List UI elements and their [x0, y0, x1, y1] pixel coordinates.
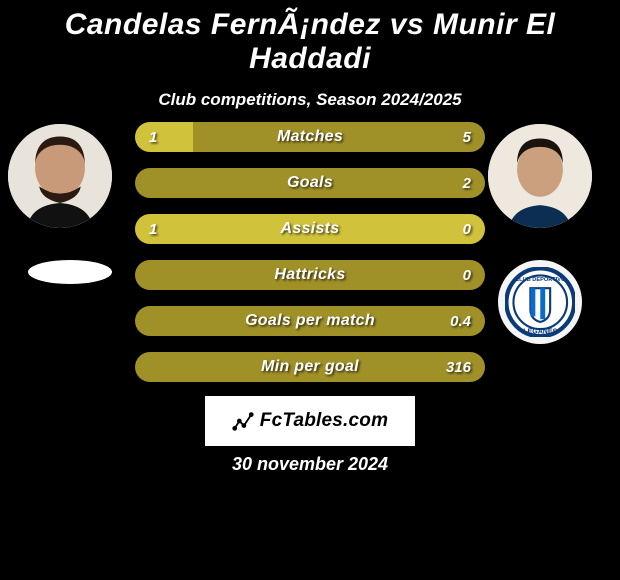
stat-label: Goals per match	[135, 306, 485, 336]
stat-row-hattricks: Hattricks 0	[135, 260, 485, 290]
stat-row-min-per-goal: Min per goal 316	[135, 352, 485, 382]
subtitle: Club competitions, Season 2024/2025	[0, 90, 620, 110]
stat-label: Min per goal	[135, 352, 485, 382]
stat-label: Goals	[135, 168, 485, 198]
footer-brand: FcTables.com	[205, 396, 415, 446]
stat-right-value: 5	[463, 122, 471, 152]
stat-label: Hattricks	[135, 260, 485, 290]
right-club-badge: CLUB DEPORTIVO LEGANÉS	[498, 260, 582, 344]
left-club-badge	[28, 260, 112, 284]
svg-text:CLUB DEPORTIVO: CLUB DEPORTIVO	[515, 277, 566, 283]
stat-label: Matches	[135, 122, 485, 152]
infographic-date: 30 november 2024	[0, 454, 620, 475]
footer-brand-text: FcTables.com	[260, 410, 388, 432]
right-player-avatar	[488, 124, 592, 228]
stat-row-assists: 1 Assists 0	[135, 214, 485, 244]
stat-right-value: 0	[463, 260, 471, 290]
stat-right-value: 0	[463, 214, 471, 244]
svg-text:LEGANÉS: LEGANÉS	[523, 326, 557, 335]
stat-right-value: 2	[463, 168, 471, 198]
stat-right-value: 316	[446, 352, 471, 382]
stat-row-goals: Goals 2	[135, 168, 485, 198]
stat-row-goals-per-match: Goals per match 0.4	[135, 306, 485, 336]
page-title: Candelas FernÃ¡ndez vs Munir El Haddadi	[0, 0, 620, 76]
stat-label: Assists	[135, 214, 485, 244]
fctables-icon	[232, 410, 254, 432]
stats-container: 1 Matches 5 Goals 2 1 Assists 0 Hattrick…	[135, 122, 485, 398]
stat-row-matches: 1 Matches 5	[135, 122, 485, 152]
stat-right-value: 0.4	[450, 306, 471, 336]
left-player-avatar	[8, 124, 112, 228]
